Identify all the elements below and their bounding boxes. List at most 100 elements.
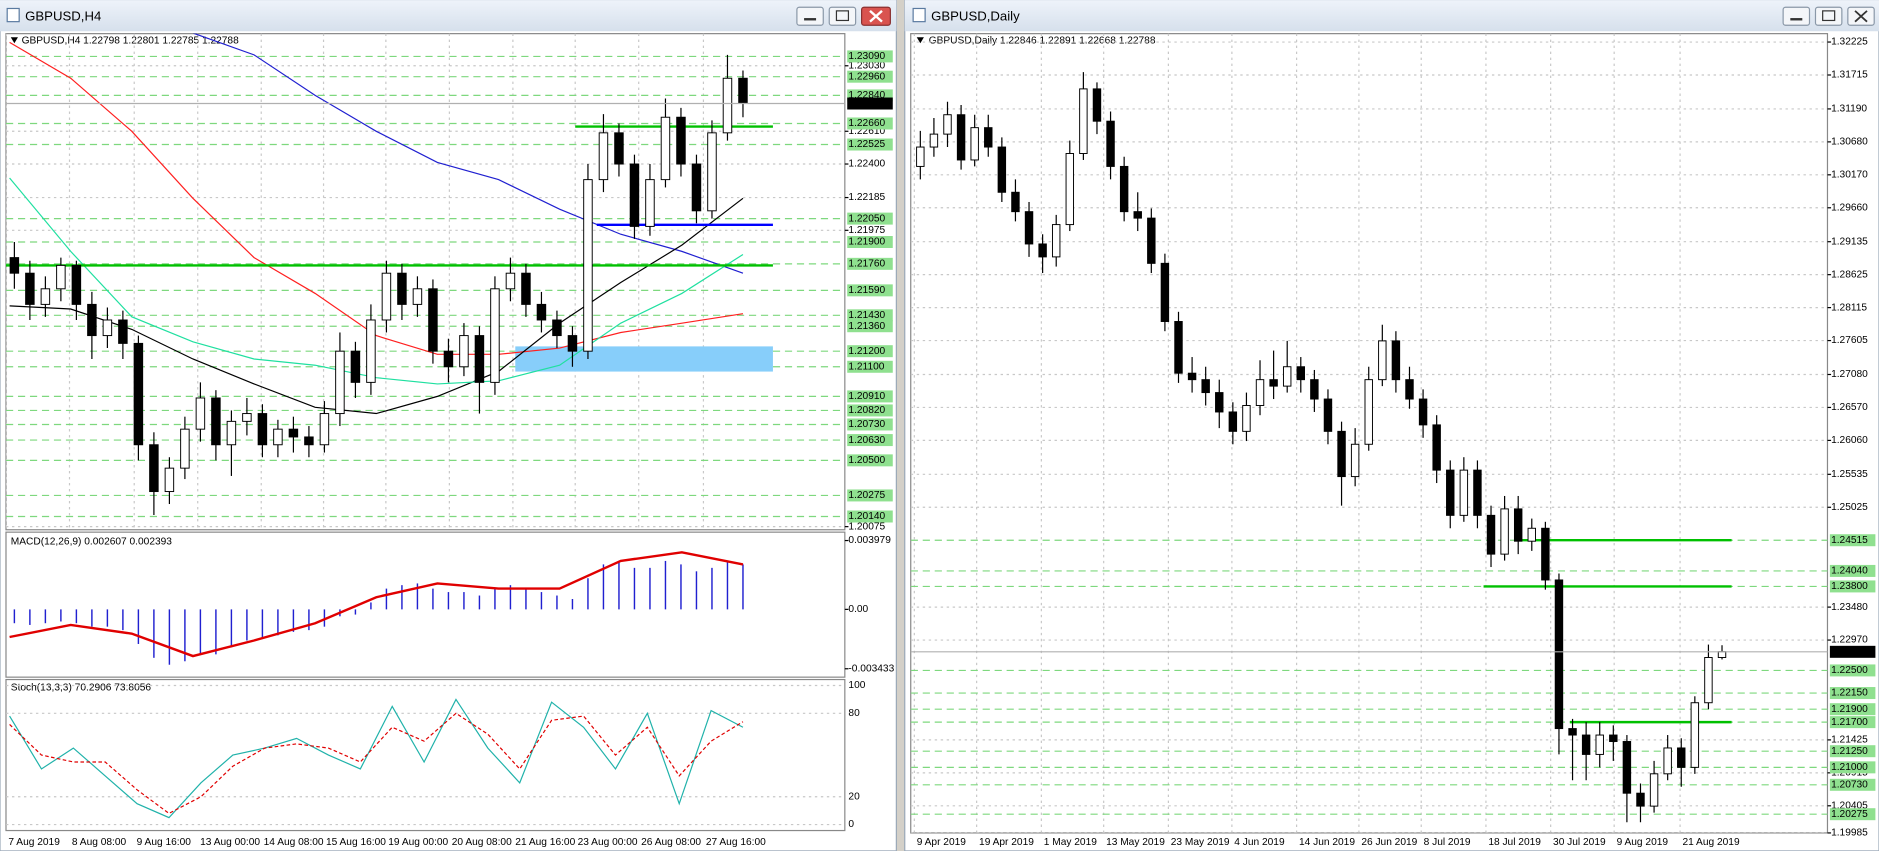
title-bar <box>904 0 1879 32</box>
minimize-button[interactable] <box>1782 6 1811 26</box>
candle-body <box>288 428 299 438</box>
y-tick-label: 0 <box>848 819 854 830</box>
candle-body <box>180 428 190 469</box>
y-tick-label: 1.22400 <box>848 159 885 170</box>
candle-body <box>707 132 717 212</box>
x-tick-label: 1 May 2019 <box>1044 837 1097 848</box>
y-tick-label: 1.30680 <box>1831 137 1868 148</box>
x-tick-label: 21 Aug 16:00 <box>515 837 575 848</box>
candle-body <box>133 342 144 446</box>
candle-body <box>660 116 671 181</box>
symbol-info: GBPUSD,H4 1.22798 1.22801 1.22785 1.2278… <box>22 36 240 47</box>
y-tick-label: 1.21425 <box>1831 735 1868 746</box>
candle-body <box>1391 340 1401 381</box>
macd-pane <box>5 531 846 678</box>
candle-body <box>614 132 624 165</box>
level-label-box <box>847 257 893 270</box>
chart-content <box>5 33 845 530</box>
candle-body <box>738 77 748 104</box>
y-tick-label: -0.003433 <box>848 663 894 674</box>
main-pane <box>910 33 1829 834</box>
icon <box>1854 10 1868 23</box>
x-tick-label: 7 Aug 2019 <box>8 837 60 848</box>
candle-body <box>1051 224 1061 258</box>
candle-body <box>87 303 97 337</box>
candle-body <box>984 127 993 148</box>
x-tick-label: 26 Aug 08:00 <box>641 837 701 848</box>
level-label: 1.21900 <box>1831 704 1868 715</box>
candle-body <box>1378 340 1387 381</box>
window-buttons[interactable] <box>1782 6 1875 26</box>
candle-body <box>1704 657 1713 704</box>
y-tick-label: 1.26060 <box>1831 435 1868 446</box>
window-h4: GBPUSD,H4 GBPUSD,H4 1.22798 1.22801 1.22… <box>0 0 897 851</box>
y-tick-label: 1.23480 <box>1831 602 1868 613</box>
level-label: 1.21250 <box>1831 746 1868 757</box>
level-label-box <box>1829 534 1876 547</box>
x-tick-label: 9 Aug 2019 <box>1617 837 1669 848</box>
candle-body <box>1541 527 1550 581</box>
y-tick-label: 1.20075 <box>848 521 885 532</box>
candle-body <box>397 272 407 305</box>
candle-body <box>916 146 925 167</box>
level-label: 1.24040 <box>1831 566 1868 577</box>
menu-arrow[interactable] <box>916 37 924 44</box>
candle-body <box>1133 211 1142 219</box>
level-label-box <box>847 434 893 447</box>
level-label: 1.23800 <box>1831 581 1868 592</box>
level-label: 1.20630 <box>848 435 885 446</box>
x-tick-label: 21 Aug 2019 <box>1682 837 1739 848</box>
candle-body <box>1432 424 1441 471</box>
candle-body <box>459 335 469 368</box>
candle-body <box>1038 243 1047 258</box>
x-tick-label: 9 Aug 16:00 <box>137 837 192 848</box>
current-price-box <box>847 97 893 110</box>
stoch-signal <box>9 712 744 815</box>
window-title: GBPUSD,Daily <box>931 8 1020 23</box>
level-label: 1.22150 <box>1831 688 1868 699</box>
x-tick-label: 30 Jul 2019 <box>1553 837 1606 848</box>
candle-body <box>381 272 392 321</box>
candle-body <box>997 146 1007 193</box>
level-label-box <box>1829 580 1876 593</box>
stoch-main <box>9 698 744 819</box>
level-label: 1.20275 <box>848 490 885 501</box>
candle-body <box>1677 747 1686 768</box>
level-label-box <box>1829 808 1876 821</box>
menu-arrow[interactable] <box>10 37 18 44</box>
candle-body <box>1459 469 1469 516</box>
level-label-box <box>847 117 893 130</box>
restore-button[interactable] <box>828 6 857 26</box>
candle-body <box>1609 734 1618 742</box>
level-label: 1.23090 <box>848 51 885 62</box>
window-buttons[interactable] <box>796 6 891 26</box>
candle-body <box>722 77 733 134</box>
candle-body <box>1663 747 1672 775</box>
candle-body <box>1690 702 1700 768</box>
candle-body <box>1473 469 1482 516</box>
candle-body <box>676 116 686 165</box>
candle-body <box>226 420 237 446</box>
candle-body <box>1119 165 1129 213</box>
level-label: 1.22660 <box>848 118 885 129</box>
candle-body <box>1296 366 1306 381</box>
level-label: 1.22960 <box>848 71 885 82</box>
candle-body <box>1147 217 1156 264</box>
candle-body <box>443 350 454 368</box>
x-tick-label: 18 Jul 2019 <box>1488 837 1541 848</box>
level-label: 1.20910 <box>848 391 885 402</box>
level-label: 1.21700 <box>1831 717 1868 728</box>
x-tick-label: 9 Apr 2019 <box>917 837 967 848</box>
candle-body <box>366 319 376 383</box>
y-tick-label: 1.31190 <box>1831 104 1867 115</box>
y-tick-label: 1.28625 <box>1831 269 1868 280</box>
y-tick-label: 1.31715 <box>1831 70 1868 81</box>
y-tick-label: 1.25025 <box>1831 502 1868 513</box>
x-tick-label: 26 Jun 2019 <box>1361 837 1417 848</box>
restore-button[interactable] <box>1814 6 1843 26</box>
candle-body <box>1201 379 1210 394</box>
minimize-button[interactable] <box>796 6 824 26</box>
candle-body <box>1622 741 1632 794</box>
